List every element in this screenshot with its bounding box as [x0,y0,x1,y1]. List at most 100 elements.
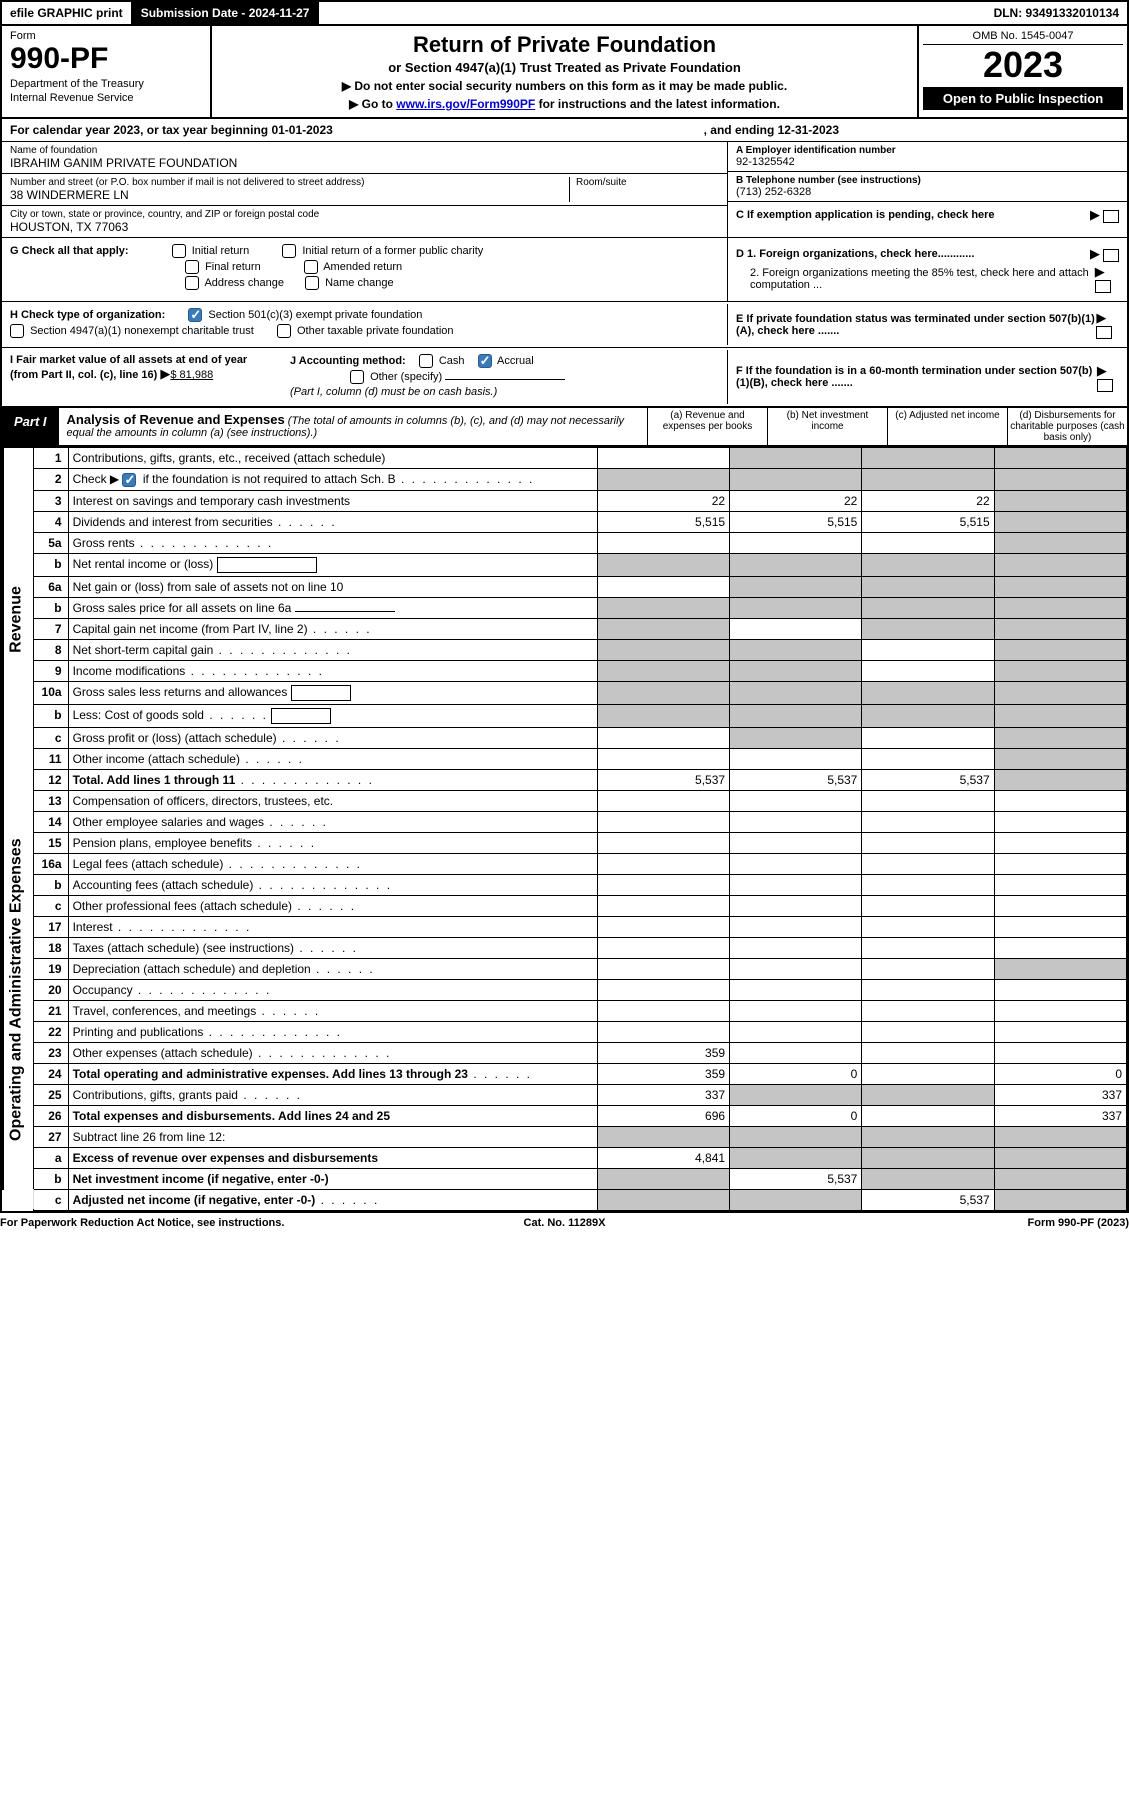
e-terminated: E If private foundation status was termi… [736,313,1096,337]
g-amended-return[interactable] [304,260,318,274]
city-label: City or town, state or province, country… [10,209,719,220]
form-number: 990-PF [10,42,202,76]
row-2: Check ▶ if the foundation is not require… [68,469,597,491]
row-10b: Less: Cost of goods sold [68,704,597,727]
row-4: Dividends and interest from securities [68,511,597,532]
form-label: Form [10,30,202,42]
row-16a: Legal fees (attach schedule) [68,853,597,874]
row-15: Pension plans, employee benefits [68,832,597,853]
row-27c: Adjusted net income (if negative, enter … [68,1189,597,1210]
row-16c: Other professional fees (attach schedule… [68,895,597,916]
j-label: J Accounting method: [290,355,406,367]
open-inspection: Open to Public Inspection [923,87,1123,110]
h-4947[interactable] [10,324,24,338]
row-13: Compensation of officers, directors, tru… [68,790,597,811]
row-3: Interest on savings and temporary cash i… [68,490,597,511]
part1-label: Part I [2,408,59,445]
row-23: Other expenses (attach schedule) [68,1042,597,1063]
note-ssn: ▶ Do not enter social security numbers o… [224,79,905,93]
address-label: Number and street (or P.O. box number if… [10,177,569,188]
note-link: ▶ Go to www.irs.gov/Form990PF for instru… [224,97,905,111]
row-24: Total operating and administrative expen… [68,1063,597,1084]
row-1: Contributions, gifts, grants, etc., rece… [68,448,597,469]
d2-85pct: 2. Foreign organizations meeting the 85%… [736,267,1095,291]
city: HOUSTON, TX 77063 [10,220,719,234]
footer-left: For Paperwork Reduction Act Notice, see … [0,1217,376,1229]
irs-label: Internal Revenue Service [10,92,202,104]
j-note: (Part I, column (d) must be on cash basi… [290,386,497,398]
schb-checkbox[interactable] [122,473,136,487]
part1-title: Analysis of Revenue and Expenses [67,412,285,427]
irs-link[interactable]: www.irs.gov/Form990PF [396,97,535,111]
g-initial-former[interactable] [282,244,296,258]
foundation-name-label: Name of foundation [10,145,719,156]
expenses-side: Operating and Administrative Expenses [3,790,34,1189]
part1-table: Revenue 1Contributions, gifts, grants, e… [2,447,1127,1211]
row-14: Other employee salaries and wages [68,811,597,832]
footer-mid: Cat. No. 11289X [376,1217,752,1229]
topbar: efile GRAPHIC print Submission Date - 20… [2,2,1127,26]
c-pending: C If exemption application is pending, c… [736,209,995,221]
dln: DLN: 93491332010134 [986,2,1127,24]
d1-checkbox[interactable] [1103,249,1119,262]
row-21: Travel, conferences, and meetings [68,1000,597,1021]
dept-treasury: Department of the Treasury [10,78,202,90]
g-final-return[interactable] [185,260,199,274]
revenue-side: Revenue [3,448,34,791]
page-subtitle: or Section 4947(a)(1) Trust Treated as P… [224,60,905,75]
row-6b: Gross sales price for all assets on line… [68,597,597,618]
row-26: Total expenses and disbursements. Add li… [68,1105,597,1126]
row-10a: Gross sales less returns and allowances [68,681,597,704]
h-other-taxable[interactable] [277,324,291,338]
phone-label: B Telephone number (see instructions) [736,175,1119,186]
efile-label[interactable]: efile GRAPHIC print [2,2,131,24]
col-c: (c) Adjusted net income [887,408,1007,445]
j-other[interactable] [350,370,364,384]
col-d: (d) Disbursements for charitable purpose… [1007,408,1127,445]
j-cash[interactable] [419,354,433,368]
row-5b: Net rental income or (loss) [68,553,597,576]
row-10c: Gross profit or (loss) (attach schedule) [68,727,597,748]
room-label: Room/suite [576,177,719,188]
row-18: Taxes (attach schedule) (see instruction… [68,937,597,958]
phone: (713) 252-6328 [736,186,1119,198]
omb-number: OMB No. 1545-0047 [923,30,1123,45]
row-17: Interest [68,916,597,937]
row-25: Contributions, gifts, grants paid [68,1084,597,1105]
row-27a: Excess of revenue over expenses and disb… [68,1147,597,1168]
row-27b: Net investment income (if negative, ente… [68,1168,597,1189]
row-7: Capital gain net income (from Part IV, l… [68,618,597,639]
d2-checkbox[interactable] [1095,280,1111,293]
g-name-change[interactable] [305,276,319,290]
calendar-year-row: For calendar year 2023, or tax year begi… [2,119,1127,142]
footer-right: Form 990-PF (2023) [753,1217,1129,1229]
i-value: $ 81,988 [170,369,213,381]
submission-date: Submission Date - 2024-11-27 [131,2,320,24]
ein: 92-1325542 [736,156,1119,168]
j-accrual[interactable] [478,354,492,368]
ein-label: A Employer identification number [736,145,1119,156]
c-checkbox[interactable] [1103,210,1119,223]
page-title: Return of Private Foundation [224,32,905,58]
d1-foreign: D 1. Foreign organizations, check here..… [736,248,974,260]
row-16b: Accounting fees (attach schedule) [68,874,597,895]
g-initial-return[interactable] [172,244,186,258]
g-label: G Check all that apply: [10,245,129,257]
address: 38 WINDERMERE LN [10,188,569,202]
row-22: Printing and publications [68,1021,597,1042]
row-11: Other income (attach schedule) [68,748,597,769]
row-9: Income modifications [68,660,597,681]
row-27: Subtract line 26 from line 12: [68,1126,597,1147]
tax-year: 2023 [923,45,1123,85]
footer: For Paperwork Reduction Act Notice, see … [0,1213,1129,1229]
f-checkbox[interactable] [1097,379,1113,392]
row-6a: Net gain or (loss) from sale of assets n… [68,576,597,597]
row-20: Occupancy [68,979,597,1000]
row-12: Total. Add lines 1 through 11 [68,769,597,790]
e-checkbox[interactable] [1096,326,1112,339]
g-address-change[interactable] [185,276,199,290]
h-501c3[interactable] [188,308,202,322]
col-b: (b) Net investment income [767,408,887,445]
col-a: (a) Revenue and expenses per books [647,408,767,445]
h-label: H Check type of organization: [10,309,165,321]
